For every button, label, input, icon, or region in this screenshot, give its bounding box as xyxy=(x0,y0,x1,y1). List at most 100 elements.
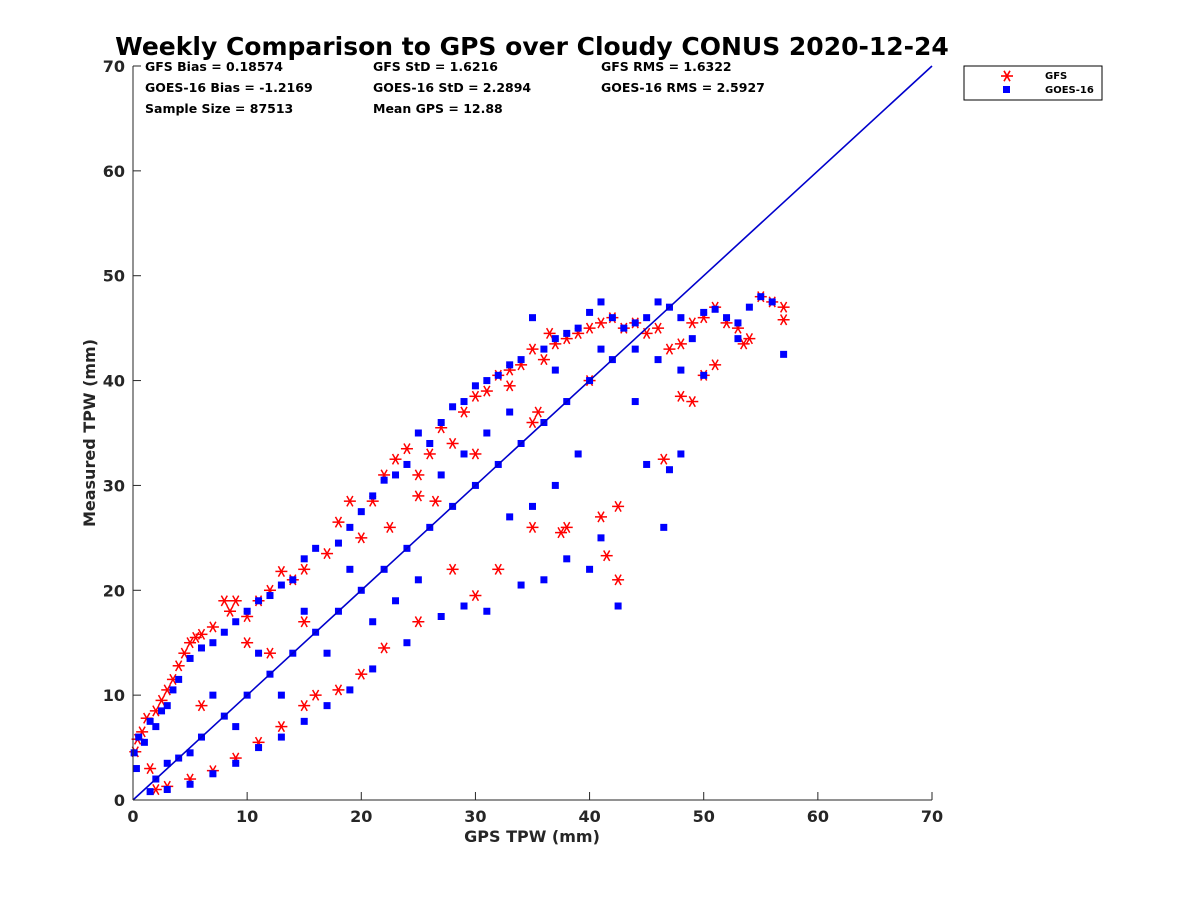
gfs-point xyxy=(555,527,568,539)
gfs-point xyxy=(229,595,242,607)
goes16-point xyxy=(631,398,639,406)
goes16-point xyxy=(277,691,285,699)
gfs-point xyxy=(412,469,425,481)
gfs-point xyxy=(298,700,311,712)
goes16-point xyxy=(175,675,183,683)
goes16-point xyxy=(186,654,194,662)
gfs-point xyxy=(184,637,197,649)
goes16-point xyxy=(426,439,434,447)
legend-box xyxy=(963,65,1103,101)
gfs-point xyxy=(543,327,556,339)
goes16-point xyxy=(209,691,217,699)
gfs-point xyxy=(218,595,231,607)
gfs-point xyxy=(583,322,596,334)
goes16-point xyxy=(334,539,342,547)
x-tick-label: 20 xyxy=(350,807,372,826)
legend: GFS GOES-16 xyxy=(963,65,1103,101)
gfs-point xyxy=(612,574,625,586)
goes16-point xyxy=(169,686,177,694)
goes16-point xyxy=(574,450,582,458)
gfs-point xyxy=(298,563,311,575)
goes16-point xyxy=(745,303,753,311)
gfs-point xyxy=(686,395,699,408)
gfs-point xyxy=(657,453,670,465)
gfs-point xyxy=(600,550,613,562)
stats-block: GFS Bias = 0.18574 GFS StD = 1.6216 GFS … xyxy=(145,59,765,116)
goes16-point xyxy=(677,450,685,458)
plot-area xyxy=(129,65,933,801)
goes16-point xyxy=(597,345,605,353)
gfs-point xyxy=(144,762,157,775)
goes16-point xyxy=(506,408,514,416)
goes16-point xyxy=(209,639,217,647)
gfs-point xyxy=(241,637,254,649)
goes16-point xyxy=(346,565,354,573)
gfs-point xyxy=(321,548,334,560)
gfs-point xyxy=(172,660,185,672)
goes16-point xyxy=(132,765,140,773)
goes16-point xyxy=(471,382,479,390)
mean-gps-stat: Mean GPS = 12.88 xyxy=(373,101,503,116)
gfs-point xyxy=(275,565,288,577)
goes16-point xyxy=(540,345,548,353)
goes16-point xyxy=(186,780,194,788)
goes16-point xyxy=(323,649,331,657)
gfs-point xyxy=(332,516,345,528)
x-tick-label: 10 xyxy=(236,807,258,826)
goes16-point xyxy=(300,717,308,725)
goes16-point xyxy=(437,419,445,427)
goes16-point xyxy=(734,319,742,327)
goes16-point xyxy=(654,298,662,306)
goes16-point xyxy=(209,770,217,778)
gfs-point xyxy=(458,406,471,418)
goes16-point xyxy=(540,576,548,584)
y-axis-label: Measured TPW (mm) xyxy=(80,339,99,527)
goes16-point xyxy=(529,502,536,510)
x-tick-label: 30 xyxy=(464,807,486,826)
goes16-bias-stat: GOES-16 Bias = -1.2169 xyxy=(145,80,313,95)
legend-goes16-label: GOES-16 xyxy=(1045,85,1094,96)
goes16-point xyxy=(665,466,673,474)
x-tick-label: 40 xyxy=(578,807,600,826)
gfs-point xyxy=(594,317,607,329)
goes16-point xyxy=(163,759,171,767)
goes16-point xyxy=(300,607,308,615)
gfs-point xyxy=(469,589,482,602)
goes16-point xyxy=(529,314,536,322)
goes16-point xyxy=(232,723,240,731)
goes16-point xyxy=(551,335,559,343)
goes16-point xyxy=(403,460,411,468)
goes16-point xyxy=(255,597,263,605)
goes16-point xyxy=(232,759,240,767)
gfs-point xyxy=(526,521,539,533)
goes16-point xyxy=(677,314,685,322)
gfs-point xyxy=(560,521,573,533)
goes16-point xyxy=(255,744,263,752)
goes16-point xyxy=(643,314,651,322)
goes16-series xyxy=(130,293,788,796)
goes16-point xyxy=(197,644,205,652)
y-tick-label: 0 xyxy=(114,791,125,810)
goes16-point xyxy=(660,523,668,531)
y-tick-label: 60 xyxy=(103,162,125,181)
goes16-point xyxy=(392,597,400,605)
x-axis-label: GPS TPW (mm) xyxy=(464,827,600,846)
goes16-point xyxy=(243,607,251,615)
y-tick-label: 70 xyxy=(103,57,125,76)
goes16-point xyxy=(654,356,662,364)
goes16-point xyxy=(551,366,559,374)
goes16-point xyxy=(255,649,263,657)
gfs-point xyxy=(640,327,653,339)
gfs-point xyxy=(480,385,493,397)
goes16-point xyxy=(677,366,685,374)
goes16-point xyxy=(232,618,240,626)
goes16-point xyxy=(300,555,308,563)
gfs-point xyxy=(594,511,607,523)
goes16-point xyxy=(700,308,708,316)
gfs-point xyxy=(412,490,425,502)
gfs-std-stat: GFS StD = 1.6216 xyxy=(373,59,498,74)
goes16-rms-stat: GOES-16 RMS = 2.5927 xyxy=(601,80,765,95)
gfs-point xyxy=(469,448,482,460)
gfs-point xyxy=(709,359,722,371)
